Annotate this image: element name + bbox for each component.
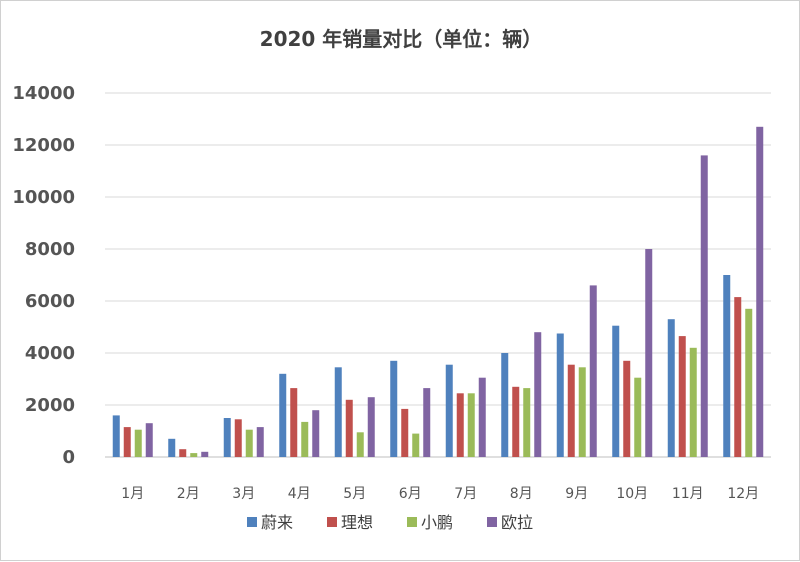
x-tick-label: 7月 [454,486,477,502]
bar-蔚来-2月 [168,438,176,457]
bar-小鹏-5月 [356,432,364,457]
bar-蔚来-11月 [667,319,675,457]
legend-label: 小鹏 [421,513,453,532]
bar-欧拉-9月 [589,285,597,457]
bar-小鹏-2月 [190,453,198,457]
y-tick-label: 8000 [25,239,75,260]
bar-小鹏-3月 [245,429,253,457]
y-tick-label: 10000 [12,187,75,208]
bar-小鹏-4月 [301,421,309,457]
bar-理想-2月 [179,449,187,457]
bar-欧拉-3月 [256,427,264,457]
y-tick-label: 12000 [12,135,75,156]
bar-小鹏-9月 [578,367,586,457]
bar-欧拉-10月 [645,249,653,457]
y-tick-label: 6000 [25,291,75,312]
x-tick-label: 1月 [121,486,144,502]
y-tick-label: 2000 [25,395,75,416]
x-tick-label: 9月 [565,486,588,502]
bar-蔚来-1月 [112,415,120,457]
x-tick-label: 11月 [672,486,704,502]
bar-理想-7月 [456,393,464,457]
bar-欧拉-8月 [534,332,542,457]
bar-蔚来-3月 [223,418,231,457]
x-tick-label: 6月 [399,486,422,502]
legend-swatch [487,517,497,527]
legend-label: 欧拉 [501,513,533,532]
bar-小鹏-1月 [134,429,142,457]
y-tick-label: 14000 [12,83,75,104]
bar-欧拉-7月 [478,377,486,457]
x-tick-label: 8月 [510,486,533,502]
bar-小鹏-8月 [523,388,531,457]
y-tick-label: 4000 [25,343,75,364]
legend-swatch [247,517,257,527]
bar-理想-6月 [401,408,409,457]
bar-蔚来-9月 [556,333,564,457]
bar-小鹏-12月 [745,308,753,457]
bar-理想-4月 [290,388,298,457]
bar-欧拉-4月 [312,410,320,457]
bar-理想-8月 [512,386,520,457]
bar-小鹏-11月 [689,347,697,457]
x-tick-label: 10月 [616,486,648,502]
y-tick-label: 0 [62,447,75,468]
x-tick-label: 5月 [343,486,366,502]
bar-理想-12月 [734,297,742,457]
bar-欧拉-1月 [145,423,153,457]
bar-蔚来-7月 [445,364,453,457]
bar-蔚来-8月 [501,353,509,457]
legend-label: 蔚来 [261,513,293,532]
bar-蔚来-5月 [334,367,342,457]
bar-理想-10月 [623,360,631,457]
bar-理想-9月 [567,364,575,457]
bar-欧拉-2月 [201,451,209,457]
x-tick-label: 12月 [727,486,759,502]
legend-swatch [327,517,337,527]
bar-蔚来-6月 [390,360,398,457]
bar-蔚来-10月 [612,325,620,457]
bar-蔚来-4月 [279,373,287,457]
bar-蔚来-12月 [723,275,731,457]
bar-小鹏-6月 [412,433,420,457]
bar-欧拉-5月 [367,397,375,457]
legend-label: 理想 [341,513,373,532]
bar-欧拉-11月 [700,155,708,457]
legend-swatch [407,517,417,527]
bar-欧拉-6月 [423,388,431,457]
bar-理想-11月 [678,336,686,457]
x-tick-label: 2月 [177,486,200,502]
bar-小鹏-10月 [634,377,642,457]
bar-理想-3月 [234,419,242,457]
bar-欧拉-12月 [756,126,764,458]
x-tick-label: 3月 [232,486,255,502]
bar-理想-1月 [123,427,131,457]
bar-理想-5月 [345,399,353,457]
bar-小鹏-7月 [467,393,475,457]
x-tick-label: 4月 [288,486,311,502]
chart-title: 2020 年销量对比（单位：辆） [259,27,543,51]
